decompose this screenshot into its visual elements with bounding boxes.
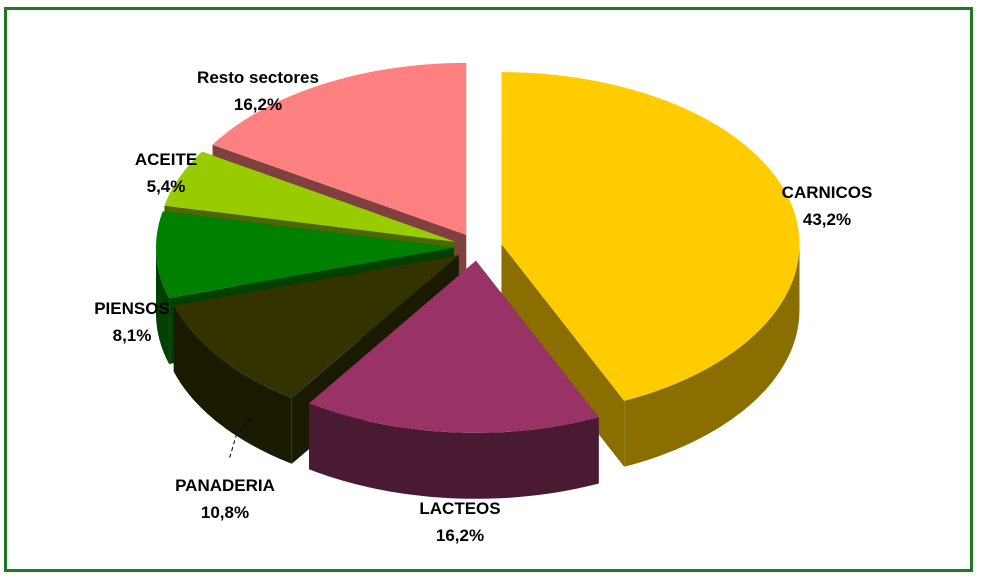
slice-carnicos xyxy=(501,72,800,401)
label-panaderia-name: PANADERIA xyxy=(175,476,275,495)
slice-side-carnicos xyxy=(624,244,800,467)
label-resto-sectores-value: 16,2% xyxy=(233,95,283,114)
label-resto-sectores-name: Resto sectores xyxy=(197,68,319,87)
label-panaderia-value: 10,8% xyxy=(200,503,250,522)
label-resto-sectores: Resto sectores 16,2% xyxy=(197,64,319,118)
slice-piensos xyxy=(156,211,455,298)
label-lacteos-value: 16,2% xyxy=(435,526,485,545)
label-aceite-name: ACEITE xyxy=(134,150,198,169)
slice-panaderia xyxy=(173,255,459,398)
label-aceite: ACEITE 5,4% xyxy=(135,146,197,200)
slice-lacteos xyxy=(309,260,599,433)
label-panaderia: PANADERIA 10,8% xyxy=(175,472,275,526)
label-carnicos-value: 43,2% xyxy=(802,210,852,229)
slice-side-lacteos xyxy=(309,403,599,499)
label-carnicos-name: CARNICOS xyxy=(781,183,873,202)
label-piensos-name: PIENSOS xyxy=(94,299,170,318)
slice-side-piensos xyxy=(156,247,170,364)
label-aceite-value: 5,4% xyxy=(146,177,186,196)
label-lacteos-name: LACTEOS xyxy=(419,499,501,518)
slice-resto-sectores xyxy=(212,62,467,235)
label-piensos-value: 8,1% xyxy=(112,326,152,345)
label-carnicos: CARNICOS 43,2% xyxy=(782,179,873,233)
label-lacteos: LACTEOS 16,2% xyxy=(419,495,500,549)
label-piensos: PIENSOS 8,1% xyxy=(94,295,170,349)
leader-line-panaderia xyxy=(228,417,252,461)
slice-aceite xyxy=(164,151,456,242)
